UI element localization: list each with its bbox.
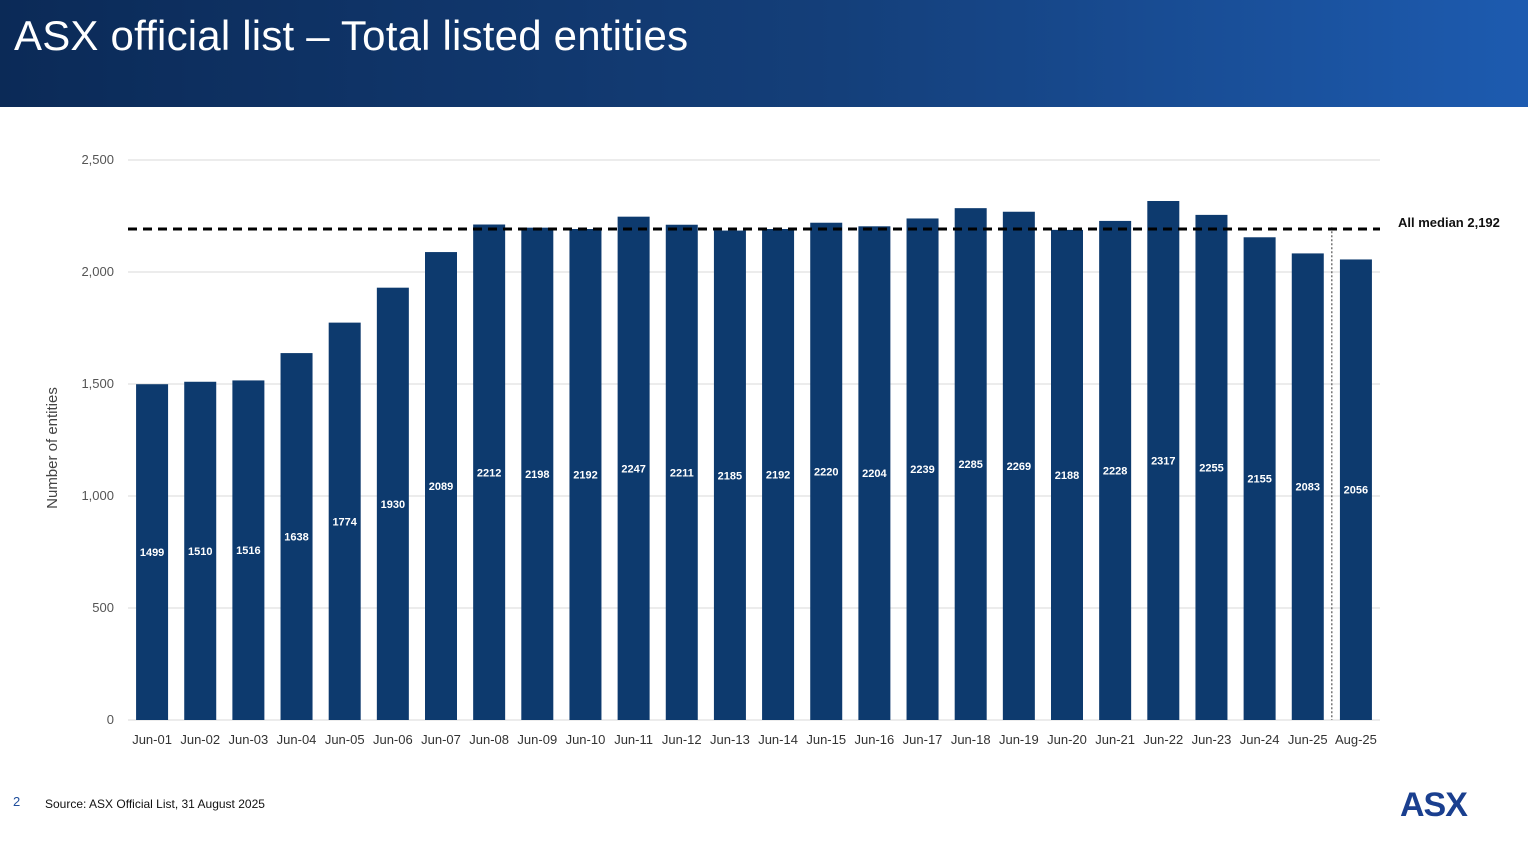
bar xyxy=(1243,237,1276,720)
data-label: 1516 xyxy=(236,545,260,557)
x-tick-label: Jun-18 xyxy=(951,732,991,747)
bar xyxy=(521,227,554,720)
asx-logo-text: ASX xyxy=(1400,786,1468,820)
data-label: 1638 xyxy=(284,532,308,544)
x-tick-label: Jun-20 xyxy=(1047,732,1087,747)
page-number: 2 xyxy=(13,794,21,809)
data-label: 2192 xyxy=(573,469,597,481)
data-label: 2255 xyxy=(1199,462,1223,474)
bar xyxy=(1147,200,1180,720)
data-label: 1774 xyxy=(332,516,357,528)
x-tick-label: Jun-19 xyxy=(999,732,1039,747)
x-tick-label: Jun-05 xyxy=(325,732,365,747)
x-tick-label: Jun-01 xyxy=(132,732,172,747)
bar xyxy=(1099,220,1132,720)
median-label: All median 2,192 xyxy=(1398,215,1500,230)
bar xyxy=(1291,253,1324,720)
data-label: 2220 xyxy=(814,466,838,478)
bar xyxy=(136,384,169,720)
data-label: 1510 xyxy=(188,546,212,558)
bar xyxy=(1002,211,1035,720)
data-label: 2188 xyxy=(1055,470,1079,482)
bar xyxy=(328,322,361,720)
bar xyxy=(569,228,602,720)
data-label: 2198 xyxy=(525,469,549,481)
bar xyxy=(906,218,939,720)
data-label: 1499 xyxy=(140,547,164,559)
page-title: ASX official list – Total listed entitie… xyxy=(14,12,689,59)
x-tick-label: Jun-08 xyxy=(469,732,509,747)
data-label: 1930 xyxy=(381,499,405,511)
x-tick-label: Jun-17 xyxy=(903,732,943,747)
data-label: 2056 xyxy=(1344,485,1368,497)
data-label: 2317 xyxy=(1151,455,1175,467)
data-label: 2083 xyxy=(1296,482,1320,494)
bar xyxy=(665,224,698,720)
x-tick-label: Jun-22 xyxy=(1143,732,1183,747)
bar-chart: 0 500 1,000 1,500 2,000 2,500 Number of entiti… xyxy=(44,152,1500,747)
x-tick-label: Jun-15 xyxy=(806,732,846,747)
data-label: 2204 xyxy=(862,468,887,480)
x-tick-label: Aug-25 xyxy=(1335,732,1377,747)
data-label: 2247 xyxy=(621,463,645,475)
x-tick-label: Jun-11 xyxy=(614,732,653,747)
bar xyxy=(1195,214,1228,720)
x-tick-label: Jun-12 xyxy=(662,732,702,747)
x-tick-label: Jun-06 xyxy=(373,732,413,747)
y-axis-label: Number of entities xyxy=(44,387,61,509)
x-tick-label: Jun-07 xyxy=(421,732,461,747)
bar xyxy=(810,222,843,720)
x-tick-label: Jun-09 xyxy=(517,732,557,747)
asx-logo: ASX xyxy=(1400,786,1469,820)
data-label: 2089 xyxy=(429,481,453,493)
x-tick-label: Jun-25 xyxy=(1288,732,1328,747)
x-tick-label: Jun-23 xyxy=(1192,732,1232,747)
x-tick-label: Jun-16 xyxy=(855,732,895,747)
y-tick-label: 2,500 xyxy=(81,152,114,167)
x-tick-label: Jun-21 xyxy=(1095,732,1135,747)
data-label: 2185 xyxy=(718,470,742,482)
bar xyxy=(473,224,506,720)
x-tick-label: Jun-13 xyxy=(710,732,750,747)
bar xyxy=(762,228,795,720)
y-tick-label: 2,000 xyxy=(81,264,114,279)
bar xyxy=(1339,259,1372,720)
header-banner: ASX official list – Total listed entitie… xyxy=(0,0,1528,107)
y-tick-label: 500 xyxy=(92,600,114,615)
data-label: 2211 xyxy=(670,467,694,479)
bar xyxy=(1051,229,1083,720)
x-tick-label: Jun-24 xyxy=(1240,732,1280,747)
bar xyxy=(617,216,650,720)
bar xyxy=(858,226,891,720)
bar xyxy=(184,381,217,720)
x-tick-label: Jun-02 xyxy=(180,732,220,747)
x-tick-label: Jun-04 xyxy=(277,732,317,747)
data-label: 2285 xyxy=(958,459,982,471)
x-tick-label: Jun-14 xyxy=(758,732,798,747)
data-label: 2155 xyxy=(1247,474,1271,486)
x-tick-label: Jun-03 xyxy=(229,732,269,747)
y-tick-label: 0 xyxy=(107,712,114,727)
bar xyxy=(425,252,457,720)
y-tick-label: 1,500 xyxy=(81,376,114,391)
bar xyxy=(280,353,313,720)
bar xyxy=(232,380,265,720)
x-tick-label: Jun-10 xyxy=(566,732,606,747)
data-label: 2228 xyxy=(1103,465,1127,477)
data-label: 2212 xyxy=(477,467,501,479)
bar xyxy=(713,230,746,720)
data-label: 2269 xyxy=(1007,461,1031,473)
data-label: 2192 xyxy=(766,469,790,481)
bar xyxy=(376,287,409,720)
bar xyxy=(954,208,987,720)
source-note: Source: ASX Official List, 31 August 202… xyxy=(45,797,265,811)
data-label: 2239 xyxy=(910,464,934,476)
y-tick-label: 1,000 xyxy=(81,488,114,503)
